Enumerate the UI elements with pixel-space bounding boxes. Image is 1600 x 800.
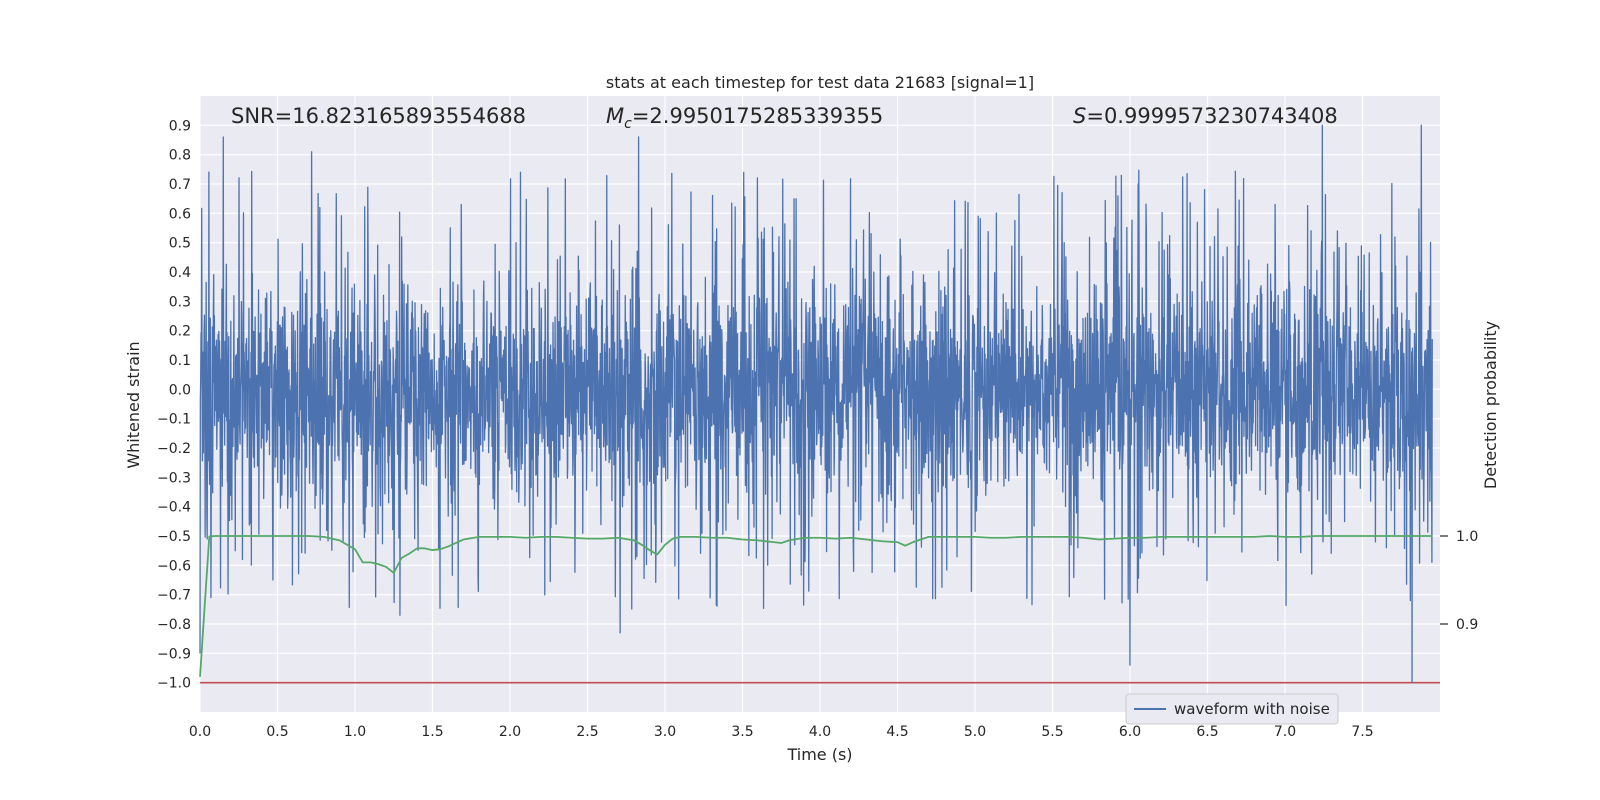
right-y-axis-label: Detection probability [1481, 321, 1500, 489]
x-tick-label: 7.5 [1351, 724, 1373, 740]
x-tick-label: 1.5 [421, 724, 443, 740]
y-tick-label: −0.8 [157, 617, 191, 633]
y-tick-label: 0.1 [169, 353, 191, 369]
x-tick-label: 0.0 [189, 724, 211, 740]
y-tick-label: 0.9 [169, 118, 191, 134]
x-axis-label: Time (s) [786, 745, 852, 764]
y-tick-label: 0.7 [169, 177, 191, 193]
probability-series [199, 535, 1433, 677]
y-tick-label: 0.8 [169, 148, 191, 164]
waveform-series [199, 124, 1433, 684]
chirp-mass-value: =2.9950175285339355 [632, 104, 883, 128]
y-tick-label: 0.3 [169, 294, 191, 310]
x-tick-label: 6.0 [1119, 724, 1141, 740]
x-tick-label: 2.0 [499, 724, 521, 740]
waveform-layer [199, 124, 1433, 684]
score-annotation: S=0.9999573230743408 [1073, 104, 1338, 128]
y-tick-label: −0.4 [157, 500, 191, 516]
y-tick-label: −0.6 [157, 558, 191, 574]
y-tick-label: −0.1 [157, 412, 191, 428]
y-tick-label: 0.6 [169, 206, 191, 222]
right-y-tick-label: 0.9 [1456, 617, 1478, 633]
y-tick-label: −0.7 [157, 588, 191, 604]
right-y-axis-ticks: 1.0 0.9 [1440, 529, 1478, 633]
x-axis-ticks: 0.0 0.5 1.0 1.5 2.0 2.5 3.0 3.5 4.0 4.5 5.0 5.5 6.0 6… [189, 724, 1374, 740]
chirp-mass-symbol: M [606, 104, 624, 128]
x-tick-label: 2.5 [576, 724, 598, 740]
x-tick-label: 4.0 [809, 724, 831, 740]
score-value: =0.9999573230743408 [1086, 104, 1337, 128]
x-tick-label: 7.0 [1274, 724, 1296, 740]
y-tick-label: 0.4 [169, 265, 191, 281]
legend: waveform with noise [1125, 693, 1339, 725]
chirp-mass-annotation: Mc=2.9950175285339355 [606, 104, 883, 132]
snr-annotation: SNR=16.823165893554688 [231, 104, 526, 128]
y-tick-label: −0.3 [157, 470, 191, 486]
x-tick-label: 4.5 [886, 724, 908, 740]
x-tick-label: 6.5 [1196, 724, 1218, 740]
y-tick-label: −0.2 [157, 441, 191, 457]
x-tick-label: 5.5 [1041, 724, 1063, 740]
probability-layer [199, 535, 1433, 677]
y-tick-label: 0.0 [169, 382, 191, 398]
x-tick-label: 0.5 [266, 724, 288, 740]
y-axis-label: Whitened strain [124, 341, 143, 468]
legend-label-waveform: waveform with noise [1174, 700, 1330, 718]
right-y-tick-label: 1.0 [1456, 529, 1478, 545]
x-tick-label: 5.0 [964, 724, 986, 740]
y-tick-label: 0.5 [169, 236, 191, 252]
y-axis-ticks: 0.9 0.8 0.7 0.6 0.5 0.4 0.3 0.2 0.1 0.0 −0.1 −0.2 −0… [157, 118, 191, 691]
chirp-mass-subscript: c [624, 116, 632, 132]
score-symbol: S [1073, 104, 1086, 128]
y-tick-label: −0.5 [157, 529, 191, 545]
x-tick-label: 1.0 [344, 724, 366, 740]
x-tick-label: 3.5 [731, 724, 753, 740]
legend-box [1125, 693, 1339, 725]
x-tick-label: 3.0 [654, 724, 676, 740]
y-tick-label: 0.2 [169, 324, 191, 340]
y-tick-label: −0.9 [157, 646, 191, 662]
y-tick-label: −1.0 [157, 676, 191, 692]
chart-title: stats at each timestep for test data 216… [606, 73, 1034, 92]
